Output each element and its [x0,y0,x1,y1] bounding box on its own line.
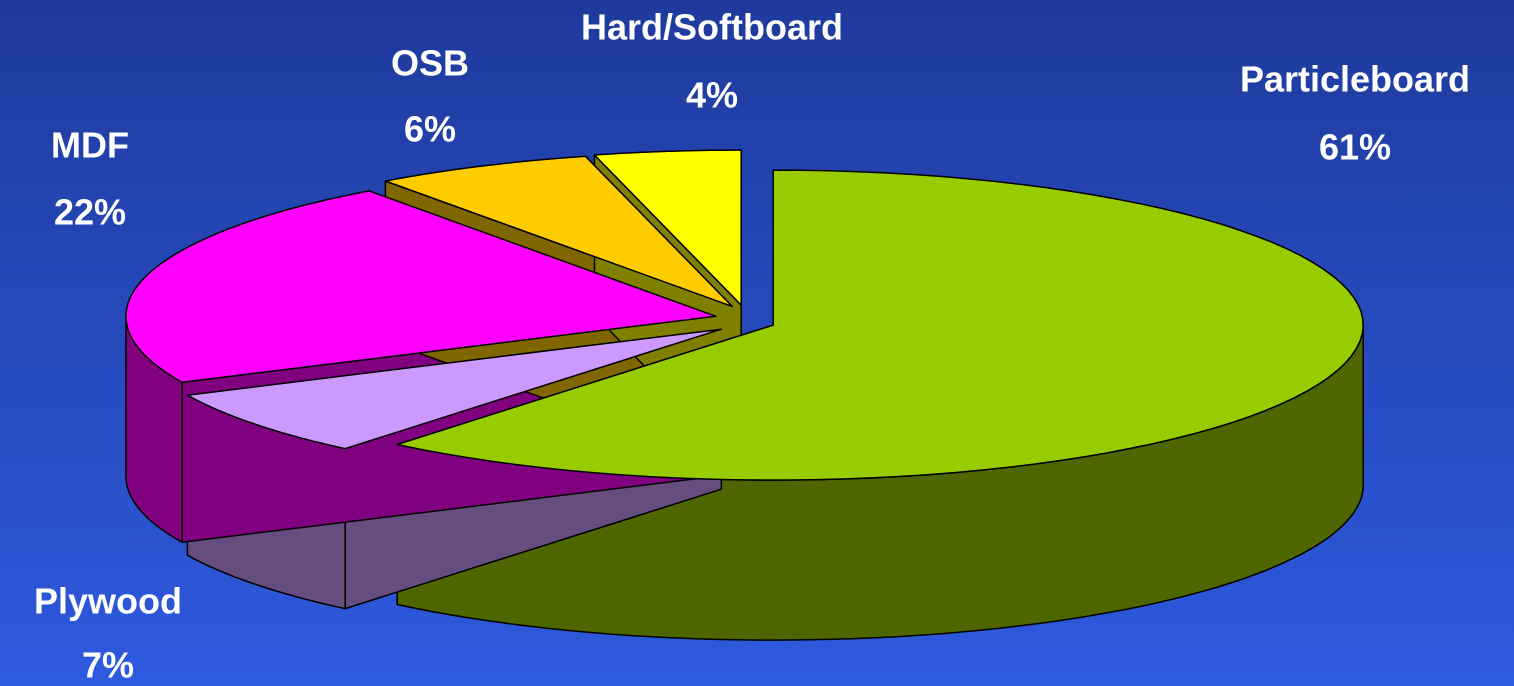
value-label: 61% [1319,127,1391,168]
value-label: 7% [82,645,134,686]
slice-tops [125,149,1364,481]
slice-label: Particleboard [1240,59,1470,100]
value-label: 4% [686,75,738,116]
slice [125,190,717,384]
value-label: 6% [404,109,456,150]
value-label: 22% [54,192,126,233]
slice-label: Plywood [34,581,182,622]
slice [593,149,742,306]
slice [384,155,733,308]
slice-label: MDF [51,125,129,166]
slice [396,169,1364,481]
slice [186,328,723,450]
slice-label: Hard/Softboard [581,7,843,48]
slice-label: OSB [391,43,469,84]
